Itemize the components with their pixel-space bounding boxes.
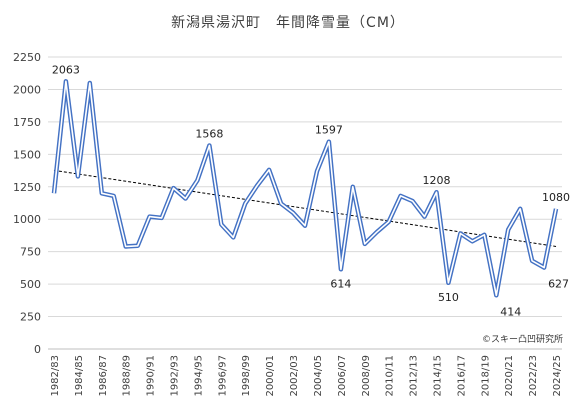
data-label: 510 (438, 291, 459, 304)
y-axis: 0 250 500 750 1000 1250 1500 1750 2000 2250 (13, 51, 41, 356)
x-tick-label: 1982/83 (50, 355, 61, 397)
y-tick-label: 2000 (13, 83, 41, 96)
x-tick-label: 2006/07 (337, 355, 348, 397)
y-tick-label: 1250 (13, 181, 41, 194)
y-tick-label: 750 (20, 246, 41, 259)
y-tick-label: 1750 (13, 116, 41, 129)
x-tick-label: 2010/11 (385, 355, 396, 397)
x-tick-label: 2018/19 (480, 355, 491, 397)
y-tick-label: 250 (20, 311, 41, 324)
series-line-outer (51, 79, 559, 298)
data-label: 1597 (315, 124, 343, 137)
data-label: 1568 (195, 128, 223, 141)
x-tick-label: 2022/23 (528, 355, 539, 397)
data-label: 627 (548, 278, 569, 291)
data-label: 2063 (52, 63, 80, 76)
y-tick-label: 1000 (13, 213, 41, 226)
data-label: 1208 (422, 174, 450, 187)
x-tick-label: 1994/95 (193, 355, 204, 397)
gridlines (48, 56, 562, 350)
x-axis: 1982/83 1984/85 1986/87 1988/89 1990/91 1992/… (48, 348, 563, 397)
series-group (51, 79, 559, 298)
data-label: 614 (330, 277, 351, 290)
x-tick-label: 2024/25 (552, 355, 563, 397)
x-tick-label: 1998/99 (241, 355, 252, 397)
credit-text: ©スキー凸凹研究所 (482, 333, 563, 345)
x-tick-label: 1984/85 (74, 355, 85, 397)
x-tick-label: 2004/05 (313, 355, 324, 397)
y-tick-label: 0 (34, 343, 41, 356)
data-label: 1080 (542, 191, 570, 204)
data-label: 414 (500, 305, 521, 318)
x-tick-label: 2002/03 (289, 355, 300, 397)
series-line-inner (53, 80, 557, 297)
x-tick-label: 1986/87 (98, 355, 109, 397)
x-tick-label: 2000/01 (265, 355, 276, 397)
y-tick-label: 500 (20, 278, 41, 291)
x-tick-label: 2016/17 (456, 355, 467, 397)
x-tick-label: 1988/89 (122, 355, 133, 397)
data-labels: 2063 1568 1597 614 1208 510 414 627 1080 (52, 63, 570, 318)
x-tick-label: 1990/91 (146, 355, 157, 397)
x-tick-label: 2014/15 (432, 355, 443, 397)
chart-title: 新潟県湯沢町 年間降雪量（CM） (171, 14, 405, 31)
x-tick-label: 1996/97 (217, 355, 228, 397)
y-tick-label: 1500 (13, 148, 41, 161)
y-tick-label: 2250 (13, 51, 41, 64)
x-tick-label: 2020/21 (504, 355, 515, 397)
x-tick-label: 2008/09 (361, 355, 372, 397)
x-tick-label: 2012/13 (409, 355, 420, 397)
x-tick-label: 1992/93 (170, 355, 181, 397)
